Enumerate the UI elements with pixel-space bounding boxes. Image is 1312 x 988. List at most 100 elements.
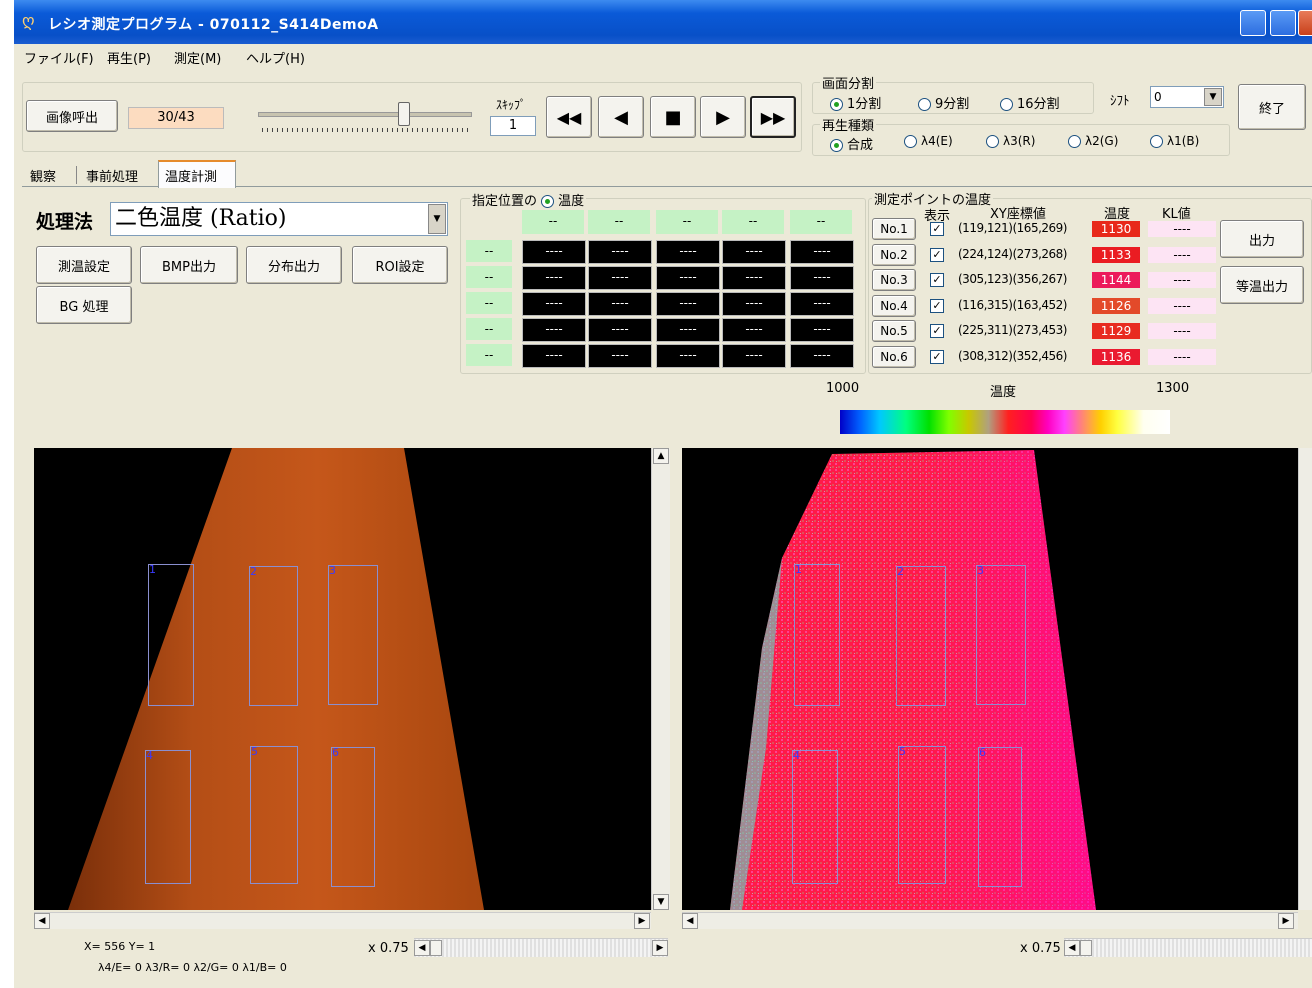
zoom-right-slider[interactable]: ◀ — [1064, 938, 1312, 957]
roi-box-2: 2 — [249, 565, 298, 706]
right-vertical-scrollbar[interactable] — [1298, 448, 1312, 910]
load-image-button[interactable]: 画像呼出 — [26, 100, 118, 132]
grid-cell: ---- — [588, 240, 652, 264]
tab-temperature[interactable]: 温度計測 — [158, 160, 236, 188]
type-l2[interactable]: λ2(G) — [1068, 134, 1118, 148]
zoom-thumb[interactable] — [1080, 940, 1092, 956]
grid-cell: ---- — [722, 292, 786, 316]
point-xy: (119,121)(165,269) — [958, 221, 1067, 235]
skip-label: ｽｷｯﾌﾟ — [496, 98, 527, 112]
point-temp: 1129 — [1092, 323, 1140, 340]
minimize-button[interactable] — [1240, 10, 1266, 36]
type-l4[interactable]: λ4(E) — [904, 134, 953, 148]
point-button-2[interactable]: No.2 — [872, 243, 916, 266]
point-button-6[interactable]: No.6 — [872, 346, 916, 368]
grid-cell: ---- — [656, 344, 720, 368]
scroll-left-icon[interactable]: ◀ — [682, 913, 698, 929]
split-16[interactable]: 16分割 — [1000, 93, 1060, 112]
left-horizontal-scrollbar[interactable]: ◀ ▶ — [34, 912, 651, 929]
right-horizontal-scrollbar[interactable]: ◀ ▶ — [682, 912, 1298, 929]
play-icon[interactable]: ▶ — [700, 96, 746, 138]
grid-row-header: -- — [466, 344, 512, 366]
bmp-output-button[interactable]: BMP出力 — [140, 246, 238, 284]
scroll-up-icon[interactable]: ▲ — [653, 448, 669, 464]
method-select[interactable]: 二色温度 (Ratio) ▼ — [110, 202, 448, 236]
shift-select[interactable]: 0 ▼ — [1150, 86, 1224, 108]
left-image-view[interactable]: 1 2 3 4 5 6 — [34, 448, 651, 910]
point-kl: ---- — [1148, 246, 1216, 263]
scroll-left-icon[interactable]: ◀ — [414, 940, 430, 956]
temp-setting-button[interactable]: 測温設定 — [36, 246, 132, 284]
point-button-3[interactable]: No.3 — [872, 269, 916, 292]
point-show-checkbox[interactable]: ✓ — [930, 324, 944, 339]
grid-cell: ---- — [790, 318, 854, 342]
scroll-left-icon[interactable]: ◀ — [34, 913, 50, 929]
point-button-5[interactable]: No.5 — [872, 320, 916, 343]
point-show-checkbox[interactable]: ✓ — [930, 298, 944, 313]
split-1[interactable]: 1分割 — [830, 93, 881, 112]
roi-setting-button[interactable]: ROI設定 — [352, 246, 448, 284]
right-image-view[interactable]: 1 2 3 4 5 6 — [682, 448, 1298, 910]
chevron-down-icon[interactable]: ▼ — [428, 204, 446, 234]
scroll-right-icon[interactable]: ▶ — [1278, 913, 1294, 929]
window-title: レシオ測定プログラム - 070112_S414DemoA — [48, 17, 379, 33]
point-show-checkbox[interactable]: ✓ — [930, 350, 944, 364]
grid-cell: ---- — [656, 292, 720, 316]
menu-file[interactable]: ファイル(F) — [24, 52, 94, 67]
roi-box-4: 4 — [792, 749, 838, 884]
maximize-button[interactable] — [1270, 10, 1296, 36]
grid-cell: ---- — [722, 266, 786, 290]
point-button-4[interactable]: No.4 — [872, 294, 916, 317]
grid-cell: ---- — [588, 266, 652, 290]
point-temp: 1144 — [1092, 272, 1140, 289]
close-button[interactable] — [1298, 10, 1312, 36]
grid-cell: ---- — [522, 266, 586, 290]
menu-measure[interactable]: 測定(M) — [174, 52, 222, 67]
rewind-icon[interactable]: ◀◀ — [546, 96, 592, 138]
split-9[interactable]: 9分割 — [918, 93, 969, 112]
menu-help[interactable]: ヘルプ(H) — [246, 52, 305, 67]
scroll-right-icon[interactable]: ▶ — [634, 913, 650, 929]
grid-cell: ---- — [656, 266, 720, 290]
bg-process-button[interactable]: BG 処理 — [36, 286, 132, 324]
type-composite[interactable]: 合成 — [830, 134, 873, 153]
position-temp-label: 指定位置の 温度 — [470, 190, 587, 209]
isothermal-output-button[interactable]: 等温出力 — [1220, 266, 1304, 304]
scroll-left-icon[interactable]: ◀ — [1064, 940, 1080, 956]
chevron-down-icon[interactable]: ▼ — [1204, 88, 1222, 106]
zoom-thumb[interactable] — [430, 940, 442, 956]
grid-cell: ---- — [790, 266, 854, 290]
grid-cell: ---- — [588, 344, 652, 368]
exit-button[interactable]: 終了 — [1238, 84, 1306, 130]
frame-counter: 30/43 — [128, 107, 224, 129]
stop-icon[interactable]: ■ — [650, 96, 696, 138]
roi-box-5: 5 — [250, 745, 298, 884]
playback-type-label: 再生種類 — [820, 115, 877, 134]
left-vertical-scrollbar[interactable]: ▲ ▼ — [651, 448, 670, 910]
scale-label: 温度 — [990, 385, 1017, 400]
tab-observe[interactable]: 観察 — [30, 170, 57, 185]
point-show-checkbox[interactable]: ✓ — [930, 273, 944, 288]
frame-slider[interactable] — [250, 96, 478, 140]
output-button[interactable]: 出力 — [1220, 220, 1304, 258]
scroll-down-icon[interactable]: ▼ — [653, 894, 669, 910]
scroll-right-icon[interactable]: ▶ — [652, 940, 668, 956]
grid-cell: ---- — [790, 240, 854, 264]
roi-box-2: 2 — [896, 565, 946, 706]
point-show-checkbox[interactable]: ✓ — [930, 222, 944, 236]
point-show-checkbox[interactable]: ✓ — [930, 247, 944, 262]
skip-input[interactable]: 1 — [490, 116, 536, 136]
type-l1[interactable]: λ1(B) — [1150, 134, 1199, 148]
distribution-output-button[interactable]: 分布出力 — [246, 246, 342, 284]
slider-thumb[interactable] — [398, 102, 410, 126]
zoom-left-slider[interactable]: ◀ ▶ — [414, 938, 668, 957]
type-l3[interactable]: λ3(R) — [986, 134, 1035, 148]
zoom-right-label: x 0.75 — [1020, 941, 1061, 956]
menu-play[interactable]: 再生(P) — [107, 52, 151, 67]
point-button-1[interactable]: No.1 — [872, 218, 916, 240]
step-back-icon[interactable]: ◀ — [598, 96, 644, 138]
grid-cell: ---- — [790, 292, 854, 316]
tab-preprocess[interactable]: 事前処理 — [86, 170, 139, 185]
grid-cell: ---- — [656, 240, 720, 264]
fast-forward-icon[interactable]: ▶▶ — [750, 96, 796, 138]
